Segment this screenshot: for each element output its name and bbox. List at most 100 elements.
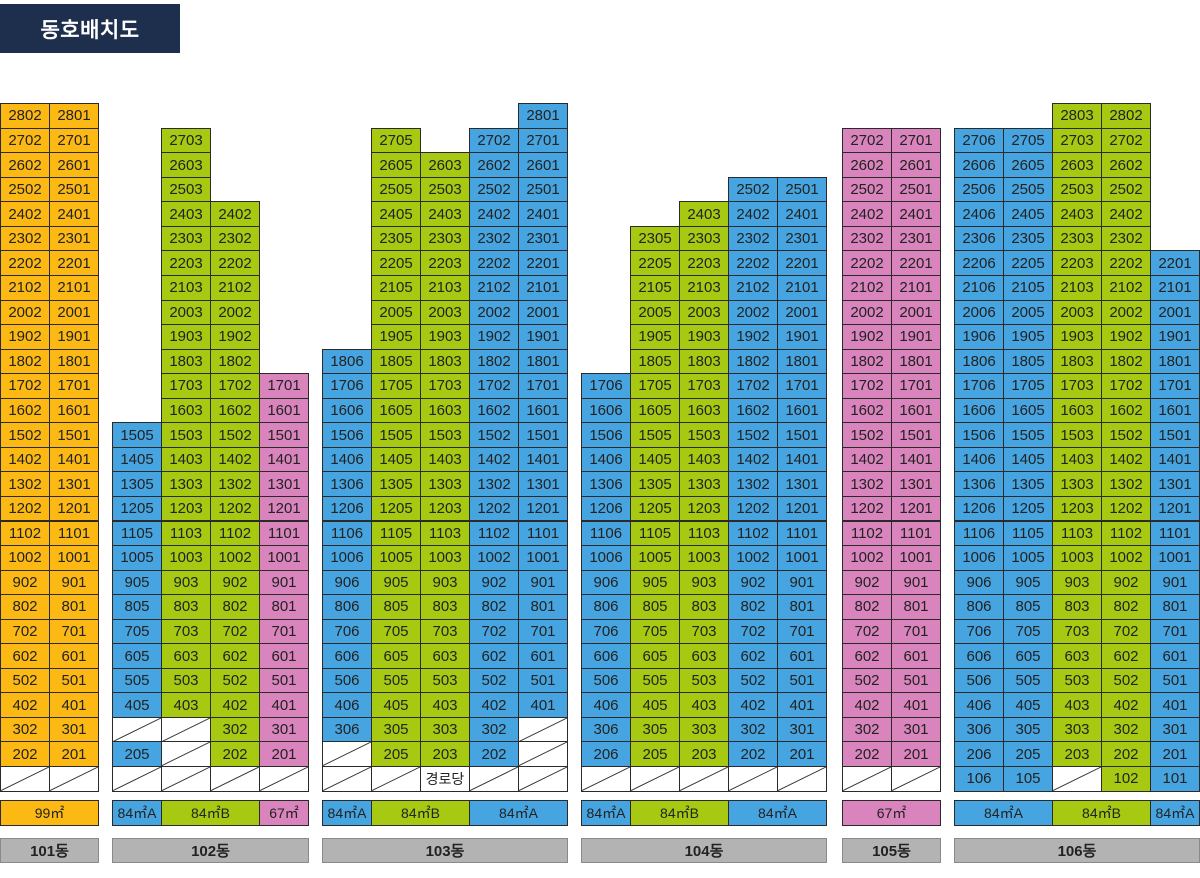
unit-cell[interactable]: 1305 <box>1003 471 1053 497</box>
unit-cell[interactable]: 803 <box>161 594 211 620</box>
unit-cell[interactable]: 1806 <box>322 348 372 375</box>
unit-cell[interactable]: 601 <box>891 643 941 669</box>
unit-cell[interactable]: 503 <box>161 667 211 694</box>
unit-cell[interactable]: 601 <box>49 643 99 669</box>
unit-cell[interactable]: 2201 <box>777 250 827 276</box>
unit-cell[interactable]: 1001 <box>518 545 568 571</box>
unit-cell[interactable]: 2602 <box>0 152 50 178</box>
unit-cell[interactable]: 1901 <box>777 324 827 350</box>
unit-cell[interactable]: 2501 <box>891 176 941 203</box>
unit-cell[interactable]: 1301 <box>891 471 941 497</box>
unit-cell[interactable]: 2205 <box>371 250 421 276</box>
unit-cell[interactable]: 1103 <box>420 520 470 547</box>
unit-cell[interactable]: 502 <box>728 667 778 694</box>
unit-cell[interactable]: 1903 <box>420 324 470 350</box>
unit-cell[interactable]: 2601 <box>49 152 99 178</box>
unit-cell[interactable]: 2202 <box>728 250 778 276</box>
unit-cell[interactable]: 1805 <box>371 348 421 375</box>
unit-cell[interactable]: 1506 <box>581 422 631 448</box>
unit-cell[interactable]: 1201 <box>891 495 941 522</box>
unit-cell[interactable]: 1303 <box>1052 471 1102 497</box>
unit-cell[interactable]: 1503 <box>420 422 470 448</box>
unit-cell[interactable]: 802 <box>1101 594 1151 620</box>
unit-cell[interactable]: 1301 <box>259 471 309 497</box>
unit-cell[interactable]: 2103 <box>420 275 470 301</box>
unit-cell[interactable]: 202 <box>728 741 778 767</box>
unit-cell[interactable]: 1206 <box>322 495 372 522</box>
unit-cell[interactable]: 202 <box>0 741 50 767</box>
unit-cell[interactable]: 302 <box>728 716 778 743</box>
unit-cell[interactable]: 1803 <box>1052 348 1102 375</box>
unit-cell[interactable]: 1001 <box>891 545 941 571</box>
unit-cell[interactable]: 1902 <box>842 324 892 350</box>
unit-cell[interactable]: 2503 <box>161 176 211 203</box>
unit-cell[interactable]: 801 <box>518 594 568 620</box>
unit-cell[interactable]: 803 <box>420 594 470 620</box>
unit-cell[interactable]: 1105 <box>630 520 680 547</box>
unit-cell[interactable]: 1103 <box>1052 520 1102 547</box>
unit-cell[interactable]: 1405 <box>112 446 162 473</box>
unit-cell[interactable]: 1506 <box>954 422 1004 448</box>
unit-cell[interactable]: 202 <box>210 741 260 767</box>
unit-cell[interactable]: 1803 <box>679 348 729 375</box>
unit-cell[interactable]: 2205 <box>630 250 680 276</box>
unit-cell[interactable]: 1601 <box>259 397 309 424</box>
unit-cell[interactable]: 1703 <box>679 373 729 399</box>
unit-cell[interactable]: 702 <box>1101 618 1151 645</box>
unit-cell[interactable]: 1805 <box>630 348 680 375</box>
unit-cell[interactable]: 1705 <box>371 373 421 399</box>
unit-cell[interactable]: 706 <box>581 618 631 645</box>
unit-cell[interactable]: 1205 <box>630 495 680 522</box>
unit-cell[interactable]: 701 <box>259 618 309 645</box>
unit-cell[interactable]: 802 <box>469 594 519 620</box>
unit-cell[interactable]: 1001 <box>777 545 827 571</box>
unit-cell[interactable]: 1002 <box>1101 545 1151 571</box>
unit-cell[interactable]: 702 <box>210 618 260 645</box>
unit-cell[interactable]: 501 <box>49 667 99 694</box>
unit-cell[interactable]: 2003 <box>420 299 470 326</box>
unit-cell[interactable]: 1105 <box>1003 520 1053 547</box>
unit-cell[interactable]: 1701 <box>777 373 827 399</box>
unit-cell[interactable]: 705 <box>112 618 162 645</box>
unit-cell[interactable]: 2002 <box>0 299 50 326</box>
unit-cell[interactable]: 303 <box>1052 716 1102 743</box>
unit-cell[interactable]: 1903 <box>679 324 729 350</box>
unit-cell[interactable]: 803 <box>679 594 729 620</box>
unit-cell[interactable]: 505 <box>1003 667 1053 694</box>
unit-cell[interactable]: 201 <box>1150 741 1200 767</box>
unit-cell[interactable]: 2603 <box>161 152 211 178</box>
unit-cell[interactable]: 706 <box>322 618 372 645</box>
unit-cell[interactable]: 501 <box>259 667 309 694</box>
unit-cell[interactable]: 1803 <box>161 348 211 375</box>
unit-cell[interactable]: 1403 <box>161 446 211 473</box>
unit-cell[interactable]: 2403 <box>1052 201 1102 227</box>
unit-cell[interactable]: 2203 <box>161 250 211 276</box>
unit-cell[interactable]: 1702 <box>469 373 519 399</box>
unit-cell[interactable]: 1102 <box>728 520 778 547</box>
unit-cell[interactable]: 1305 <box>112 471 162 497</box>
unit-cell[interactable]: 706 <box>954 618 1004 645</box>
unit-cell[interactable]: 602 <box>842 643 892 669</box>
unit-cell[interactable]: 1101 <box>518 520 568 547</box>
unit-cell[interactable]: 801 <box>259 594 309 620</box>
unit-cell[interactable]: 2302 <box>0 225 50 252</box>
unit-cell[interactable]: 2003 <box>679 299 729 326</box>
unit-cell[interactable]: 1901 <box>891 324 941 350</box>
unit-cell[interactable]: 705 <box>630 618 680 645</box>
unit-cell[interactable]: 1006 <box>581 545 631 571</box>
unit-cell[interactable]: 805 <box>630 594 680 620</box>
unit-cell[interactable]: 1401 <box>49 446 99 473</box>
unit-cell[interactable]: 901 <box>518 569 568 596</box>
unit-cell[interactable]: 1401 <box>259 446 309 473</box>
unit-cell[interactable]: 1405 <box>371 446 421 473</box>
unit-cell[interactable]: 1802 <box>728 348 778 375</box>
unit-cell[interactable]: 405 <box>112 692 162 718</box>
unit-cell[interactable]: 402 <box>1101 692 1151 718</box>
unit-cell[interactable]: 2002 <box>1101 299 1151 326</box>
unit-cell[interactable]: 802 <box>0 594 50 620</box>
unit-cell[interactable]: 301 <box>259 716 309 743</box>
unit-cell[interactable]: 1403 <box>420 446 470 473</box>
unit-cell[interactable]: 1105 <box>112 520 162 547</box>
unit-cell[interactable]: 2001 <box>777 299 827 326</box>
unit-cell[interactable]: 1005 <box>371 545 421 571</box>
